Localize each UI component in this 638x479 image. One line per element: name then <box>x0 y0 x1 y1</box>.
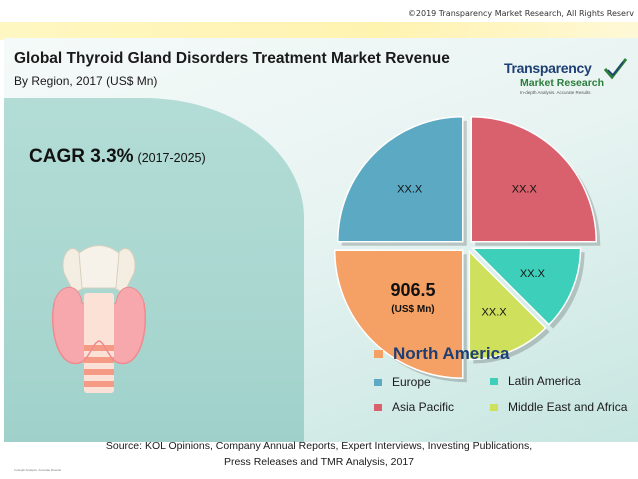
pie-label-asia-pacific: XX.X <box>512 184 538 196</box>
cagr-callout: CAGR 3.3% (2017-2025) <box>29 146 206 168</box>
logo-tagline: In-depth Analysis. Accurate Results <box>520 90 591 95</box>
legend-label-asia-pacific: Asia Pacific <box>392 400 455 414</box>
legend-swatch-europe <box>374 378 382 386</box>
pie-slice-middle-east-and-africa <box>468 249 547 361</box>
infographic-panel: Global Thyroid Gland Disorders Treatment… <box>4 38 638 442</box>
pie-chart: XX.X XX.X XX.X XX.X 906.5 (US$ Mn) <box>334 116 601 383</box>
header-band <box>0 22 638 40</box>
pie-slice-asia-pacific <box>470 116 597 243</box>
logo-line2: Market Research <box>520 77 605 89</box>
pie-unit-north-america: (US$ Mn) <box>391 304 434 315</box>
legend-label-latin-america: Latin America <box>508 374 581 388</box>
legend-item-latin-america: Latin America <box>490 374 581 388</box>
footer-tiny-text: In-depth Analysis. Accurate Results <box>14 468 62 472</box>
legend-item-europe: Europe <box>374 375 431 389</box>
copyright-notice: ©2019 Transparency Market Research, All … <box>407 9 634 18</box>
legend-item-asia-pacific: Asia Pacific <box>374 400 454 414</box>
chart-title: Global Thyroid Gland Disorders Treatment… <box>14 50 450 67</box>
chart-subtitle: By Region, 2017 (US$ Mn) <box>14 74 158 88</box>
pie-label-latin-america: XX.X <box>520 268 546 280</box>
legend-label-north-america: North America <box>393 344 510 363</box>
cagr-period: (2017-2025) <box>137 151 206 165</box>
legend-swatch-north-america <box>374 350 383 358</box>
source-note: Source: KOL Opinions, Company Annual Rep… <box>0 438 638 470</box>
legend-item-middle-east-africa: Middle East and Africa <box>490 400 627 414</box>
legend-label-europe: Europe <box>392 375 431 389</box>
legend-swatch-latin-america <box>490 377 498 385</box>
pie-label-north-america: 906.5 <box>390 280 435 300</box>
thyroid-illustration <box>52 245 146 393</box>
legend-swatch-asia-pacific <box>374 403 382 411</box>
source-line-1: Source: KOL Opinions, Company Annual Rep… <box>105 440 533 452</box>
cagr-value: CAGR 3.3% <box>29 146 134 167</box>
check-mark-icon <box>603 58 628 80</box>
pie-slice-europe <box>337 116 464 243</box>
logo-line1: Transparency <box>504 60 592 76</box>
legend-label-middle-east-africa: Middle East and Africa <box>508 400 628 414</box>
legend-item-north-america: North America <box>374 344 510 364</box>
pie-label-europe: XX.X <box>397 184 423 196</box>
pie-slice-latin-america <box>470 247 582 326</box>
background-silhouette <box>4 98 304 442</box>
pie-label-middle-east-and-africa: XX.X <box>482 306 508 318</box>
legend-swatch-middle-east-africa <box>490 403 498 411</box>
pie-slice-north-america <box>334 249 464 379</box>
source-line-2: Press Releases and TMR Analysis, 2017 <box>223 456 415 468</box>
company-logo: Transparency Market Research In-depth An… <box>504 56 632 104</box>
